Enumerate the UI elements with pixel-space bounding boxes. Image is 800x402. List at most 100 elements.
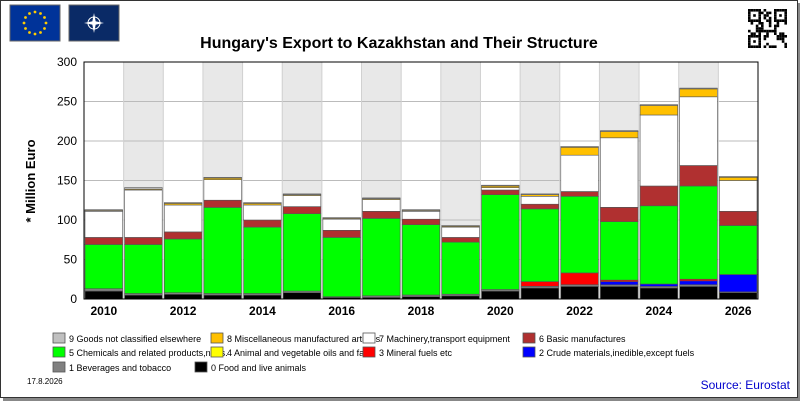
legend-label: 3 Mineral fuels etc xyxy=(379,348,453,358)
bar-segment xyxy=(124,237,163,245)
footer-date: 17.8.2026 xyxy=(27,377,63,386)
bar-segment xyxy=(679,280,718,285)
x-tick-label: 2022 xyxy=(566,304,593,318)
legend-swatch xyxy=(210,332,224,344)
bar-segment xyxy=(164,204,203,233)
bar-segment xyxy=(243,226,282,294)
x-tick-label: 2026 xyxy=(725,304,752,318)
bar-segment xyxy=(719,180,758,212)
legend-label: 8 Miscellaneous manufactured articles xyxy=(227,334,381,344)
bar-segment xyxy=(243,219,282,228)
bar-segment xyxy=(401,209,441,211)
bar-segment xyxy=(679,165,718,187)
bar-segment xyxy=(441,226,480,238)
legend-swatch xyxy=(194,361,208,373)
bar-segment xyxy=(401,211,441,220)
legend-swatch xyxy=(522,332,536,344)
plot-area: 0 50 100 150 200 250 300 2010 2012 2014 2016 2018 20… xyxy=(57,55,759,318)
bar-segment xyxy=(679,96,718,166)
bar-segment xyxy=(639,287,678,300)
x-tick-label: 2010 xyxy=(90,304,117,318)
legend-item: 2 Crude materials,inedible,except fuels xyxy=(522,346,695,358)
bar-segment xyxy=(600,131,639,139)
bar-segment xyxy=(84,288,123,292)
bar-segment xyxy=(282,195,322,207)
legend-item: 3 Mineral fuels etc xyxy=(362,346,453,358)
legend-item: 7 Machinery,transport equipment xyxy=(362,332,510,344)
bar-segment xyxy=(600,130,639,132)
bar-segment xyxy=(639,205,678,285)
bar-segment xyxy=(124,189,163,238)
bar-segment xyxy=(679,286,718,300)
bar-segment xyxy=(560,196,599,274)
bar-segment xyxy=(520,196,559,205)
bar-segment xyxy=(520,208,559,282)
bar-segment xyxy=(203,200,242,208)
bar-segment xyxy=(719,225,758,275)
bar-segment xyxy=(719,292,758,300)
legend-swatch xyxy=(362,346,376,358)
legend-label: 7 Machinery,transport equipment xyxy=(379,334,510,344)
bar-segment xyxy=(639,104,678,106)
y-axis-label: * Million Euro xyxy=(23,139,38,222)
y-tick-label: 150 xyxy=(57,174,77,188)
bar-segment xyxy=(679,185,718,280)
bar-segment xyxy=(164,238,203,294)
legend-label: 5 Chemicals and related products,n.e.s. xyxy=(69,348,228,358)
legend-label: 9 Goods not classified elsewhere xyxy=(69,334,201,344)
bar-segment xyxy=(84,244,123,290)
bar-segment xyxy=(362,199,401,212)
bar-segment xyxy=(362,218,401,297)
bar-segment xyxy=(203,294,242,300)
bar-segment xyxy=(84,211,123,238)
legend-label: 6 Basic manufactures xyxy=(539,334,626,344)
bar-segment xyxy=(282,213,322,292)
legend-item: 8 Miscellaneous manufactured articles xyxy=(210,332,381,344)
bar-segment xyxy=(520,286,559,289)
plot-border xyxy=(83,61,759,300)
bar-segment xyxy=(679,87,718,90)
bar-segment xyxy=(164,202,203,204)
bar-segment xyxy=(124,187,163,190)
qr-code-icon[interactable] xyxy=(748,9,787,48)
bar-segment xyxy=(481,189,520,195)
bar-segment xyxy=(84,209,123,211)
legend-swatch xyxy=(362,332,376,344)
bar-segment xyxy=(203,179,242,201)
bar-segment xyxy=(362,211,401,219)
bar-segment xyxy=(164,293,203,300)
bar-segment xyxy=(719,274,758,293)
bar-segment xyxy=(362,197,401,199)
bar-segment xyxy=(719,177,758,181)
bar-segment xyxy=(322,230,361,238)
y-tick-label: 100 xyxy=(57,213,77,227)
bar-segment xyxy=(560,154,599,192)
bar-segment xyxy=(600,286,639,300)
legend-label: 4 Animal and vegetable oils and fats xyxy=(227,348,372,358)
bar-segment xyxy=(124,244,163,294)
bar-segment xyxy=(84,237,123,245)
bar-segment xyxy=(560,147,599,156)
y-tick-label: 200 xyxy=(57,134,77,148)
x-tick-label: 2020 xyxy=(487,304,514,318)
legend-swatch xyxy=(210,346,224,358)
bar-segment xyxy=(481,187,520,191)
bar-segment xyxy=(84,290,123,300)
bar-segment xyxy=(719,176,758,178)
bar-segment xyxy=(243,204,282,221)
bar-segment xyxy=(600,207,639,222)
bar-segment xyxy=(639,105,678,116)
bar-segment xyxy=(401,224,441,296)
legend-label: 0 Food and live animals xyxy=(211,363,307,373)
bar-segment xyxy=(560,191,599,197)
legend-swatch xyxy=(52,332,66,344)
legend-item: 4 Animal and vegetable oils and fats xyxy=(210,346,372,358)
bar-segment xyxy=(560,284,599,287)
bar-segment xyxy=(243,202,282,204)
bar-segment xyxy=(481,194,520,290)
legend-label: 1 Beverages and tobacco xyxy=(69,363,171,373)
bar-segment xyxy=(441,237,480,243)
bar-segment xyxy=(282,193,322,195)
bar-segment xyxy=(243,294,282,300)
legend-label: 2 Crude materials,inedible,except fuels xyxy=(539,348,695,358)
